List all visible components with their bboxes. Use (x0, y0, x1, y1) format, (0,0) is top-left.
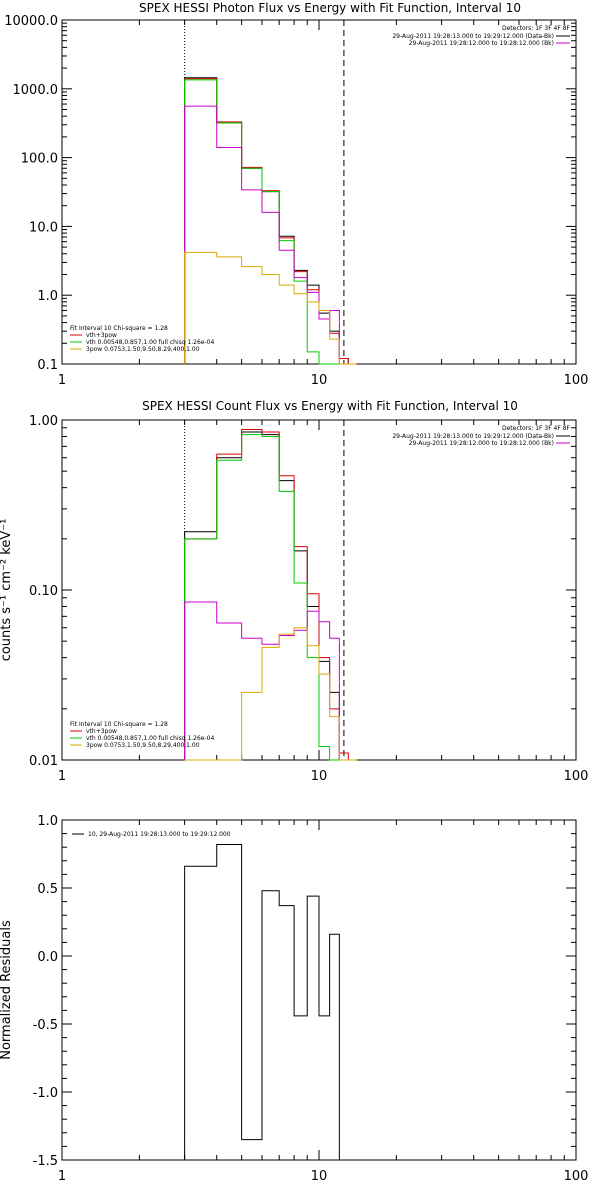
fit-legend-entry: 3pow 0.0753,1.50,9.50,8.29,400,1.00 (86, 742, 200, 749)
y-tick-label: 10000.0 (4, 14, 58, 29)
series-line-0 (184, 431, 357, 761)
legend-header: Detectors: 1F 3F 4F 8F (502, 25, 571, 32)
fit-legend-entry: 3pow 0.0753,1.50,9.50,8.29,400,1.00 (86, 346, 200, 353)
y-tick-label: 0.0 (37, 950, 58, 965)
y-tick-label: 10.0 (29, 220, 58, 235)
legend-entry: 29-Aug-2011 19:28:12.000 to 19:28:12.000… (409, 440, 554, 447)
x-tick-label: 1 (58, 373, 66, 388)
x-tick-label: 100 (564, 373, 589, 388)
x-tick-label: 100 (564, 769, 589, 784)
x-tick-label: 1 (58, 1169, 66, 1184)
legend-entry: 29-Aug-2011 19:28:13.000 to 19:29:12.000… (392, 433, 554, 440)
y-tick-label: -1.0 (33, 1086, 58, 1101)
legend-entry: 29-Aug-2011 19:28:12.000 to 19:28:12.000… (409, 40, 554, 47)
series-line-0 (184, 77, 357, 365)
x-tick-label: 1 (58, 769, 66, 784)
series-line-0 (184, 843, 340, 1160)
series-line-2 (184, 434, 357, 761)
series-line-1 (184, 428, 357, 761)
y-tick-label: 100.0 (21, 152, 58, 167)
fit-legend-entry: vth 0.00548,0.857,1.00 full chisq 1.26e-… (86, 735, 214, 742)
y-tick-label: 0.1 (37, 358, 58, 373)
photon-flux-title: SPEX HESSI Photon Flux vs Energy with Fi… (139, 1, 521, 15)
y-tick-label: 1000.0 (13, 83, 59, 98)
x-tick-label: 10 (311, 373, 328, 388)
y-tick-label: 1.00 (29, 414, 58, 429)
x-tick-label: 10 (311, 1169, 328, 1184)
fit-legend-header: Fit Interval 10 Chi-square = 1.28 (70, 325, 168, 332)
y-tick-label: 0.01 (29, 754, 58, 769)
count-flux-ylabel: counts s⁻¹ cm⁻² keV⁻¹ (0, 519, 14, 662)
series-line-2 (184, 79, 357, 365)
residuals-ylabel: Normalized Residuals (0, 920, 14, 1060)
y-tick-label: 0.5 (37, 882, 58, 897)
legend-entry: 29-Aug-2011 19:28:13.000 to 19:29:12.000… (392, 33, 554, 40)
fit-legend-entry: vth+3pow (86, 332, 117, 339)
x-tick-label: 100 (564, 1169, 589, 1184)
count-flux-panel: SPEX HESSI Count Flux vs Energy with Fit… (0, 399, 588, 784)
residuals-legend: 10, 29-Aug-2011 19:28:13.000 to 19:29:12… (88, 831, 231, 838)
count-flux-title: SPEX HESSI Count Flux vs Energy with Fit… (142, 399, 518, 413)
residuals-panel: Normalized Residuals 10, 29-Aug-2011 19:… (0, 814, 588, 1184)
fit-legend-header: Fit Interval 10 Chi-square = 1.28 (70, 721, 168, 728)
y-tick-label: -0.5 (33, 1018, 58, 1033)
y-tick-label: 0.10 (29, 584, 58, 599)
y-tick-label: 1.0 (37, 289, 58, 304)
fit-legend-entry: vth+3pow (86, 728, 117, 735)
photon-flux-panel: SPEX HESSI Photon Flux vs Energy with Fi… (4, 1, 588, 388)
series-line-4 (184, 251, 357, 365)
x-tick-label: 10 (311, 769, 328, 784)
series-line-4 (184, 627, 357, 761)
y-tick-label: -1.5 (33, 1154, 58, 1169)
series-line-3 (184, 105, 357, 365)
fit-legend-entry: vth 0.00548,0.857,1.00 full chisq 1.26e-… (86, 339, 214, 346)
series-line-1 (184, 78, 357, 365)
legend-header: Detectors: 1F 3F 4F 8F (502, 425, 571, 432)
y-tick-label: 1.0 (37, 814, 58, 829)
